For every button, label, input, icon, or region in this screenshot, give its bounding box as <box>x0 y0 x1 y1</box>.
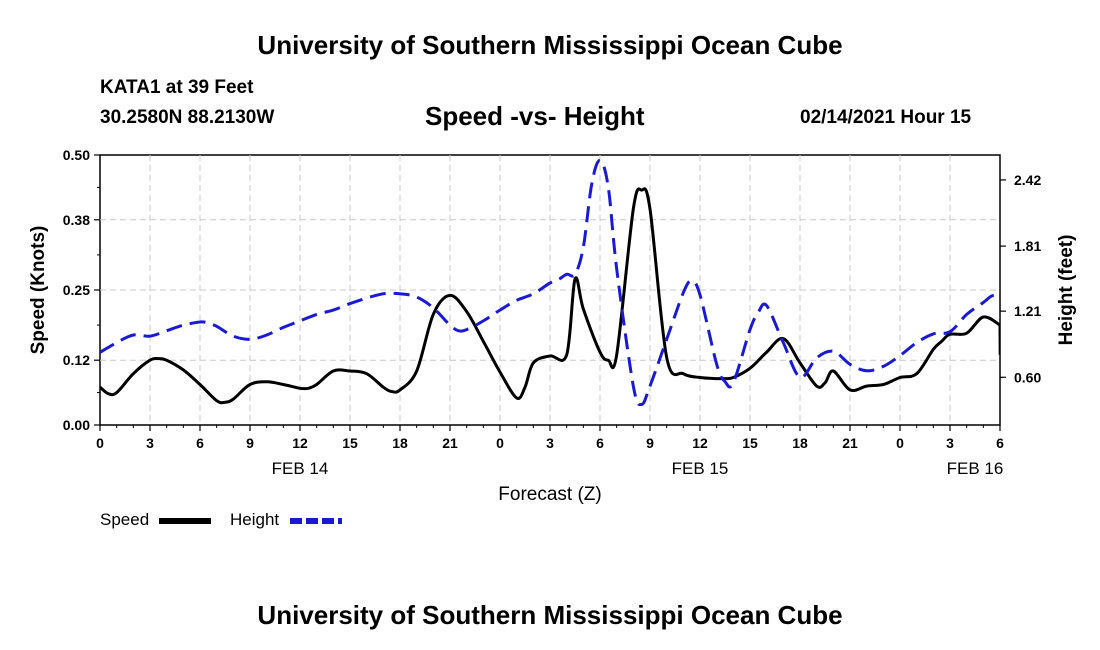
x-tick-label: 0 <box>496 435 504 451</box>
x-tick-label: 21 <box>442 435 458 451</box>
y-left-tick-label: 0.12 <box>63 352 90 368</box>
legend-label-speed: Speed <box>100 510 149 529</box>
y-right-tick-label: 0.60 <box>1014 369 1041 385</box>
x-tick-label: 9 <box>246 435 254 451</box>
y-right-tick-label: 1.81 <box>1014 238 1041 254</box>
x-day-label: FEB 15 <box>672 459 729 478</box>
legend-label-height: Height <box>230 510 279 529</box>
y-left-tick-label: 0.50 <box>63 147 90 163</box>
x-tick-label: 6 <box>196 435 204 451</box>
forecast-datetime: 02/14/2021 Hour 15 <box>800 107 972 128</box>
series-line-height <box>100 158 1000 407</box>
header-title: University of Southern Mississippi Ocean… <box>257 30 843 60</box>
y-right-tick-label: 1.21 <box>1014 303 1041 319</box>
x-tick-label: 0 <box>96 435 104 451</box>
x-tick-label: 12 <box>292 435 308 451</box>
x-tick-label: 9 <box>646 435 654 451</box>
y-left-tick-label: 0.25 <box>63 282 90 298</box>
y-right-tick-label: 2.42 <box>1014 172 1041 188</box>
x-tick-label: 15 <box>342 435 358 451</box>
x-tick-label: 12 <box>692 435 708 451</box>
y-left-tick-label: 0.38 <box>63 212 90 228</box>
station-name: KATA1 at 39 Feet <box>100 77 254 98</box>
x-axis-label: Forecast (Z) <box>498 484 601 505</box>
chart-subtitle: Speed -vs- Height <box>425 101 645 131</box>
x-tick-label: 18 <box>392 435 408 451</box>
footer-title: University of Southern Mississippi Ocean… <box>257 600 843 630</box>
y-left-tick-label: 0.00 <box>63 417 90 433</box>
x-tick-label: 3 <box>546 435 554 451</box>
x-tick-label: 3 <box>146 435 154 451</box>
station-coords: 30.2580N 88.2130W <box>100 107 275 128</box>
x-tick-label: 21 <box>842 435 858 451</box>
x-tick-label: 6 <box>596 435 604 451</box>
x-tick-label: 6 <box>996 435 1004 451</box>
x-tick-label: 15 <box>742 435 758 451</box>
x-tick-label: 3 <box>946 435 954 451</box>
x-day-label: FEB 14 <box>272 459 329 478</box>
y-left-axis-label: Speed (Knots) <box>28 226 49 355</box>
x-tick-label: 18 <box>792 435 808 451</box>
y-right-axis-label: Height (feet) <box>1056 235 1077 346</box>
x-day-label: FEB 16 <box>947 459 1004 478</box>
x-tick-label: 0 <box>896 435 904 451</box>
series-line-speed <box>100 187 1000 405</box>
